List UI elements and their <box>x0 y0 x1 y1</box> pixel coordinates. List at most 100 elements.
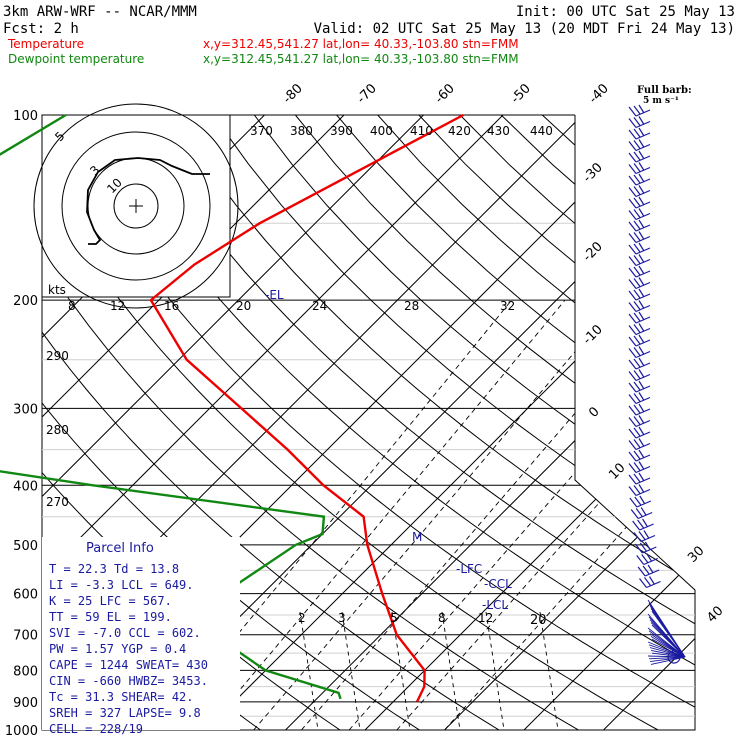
barb-flag <box>637 566 646 577</box>
theta-label: 440 <box>530 124 553 138</box>
barb-flag <box>638 472 645 482</box>
barb-flag <box>642 565 650 575</box>
barb-shaft <box>639 523 654 531</box>
barb-shaft <box>635 166 651 175</box>
barb-shaft <box>651 610 686 658</box>
barb-flag <box>633 278 641 287</box>
hodograph-ring <box>61 131 211 281</box>
parcel-row: LI = -3.3 LCL = 649. <box>49 578 194 592</box>
wind-barb <box>628 334 651 347</box>
barb-flag <box>633 140 641 149</box>
theta-label: 370 <box>250 124 273 138</box>
dry-adiabat <box>42 115 659 730</box>
dry-adiabat <box>212 115 695 730</box>
wind-barb <box>628 208 651 221</box>
barb-flag <box>628 428 637 439</box>
theta-label: 290 <box>46 349 69 363</box>
barb-shaft <box>635 419 651 428</box>
wind-barb <box>628 426 651 439</box>
barb-flag <box>628 336 637 347</box>
isotherm-label: -60 <box>432 81 458 107</box>
barb-flag <box>628 313 637 324</box>
hodograph-speed-label: 16 <box>164 299 179 313</box>
barb-flag <box>628 382 637 393</box>
barb-flag <box>633 347 641 356</box>
hodograph-ring <box>33 103 239 309</box>
isotherm <box>205 115 695 730</box>
wind-barb <box>628 461 651 474</box>
isotherm <box>42 115 504 730</box>
barb-flag <box>633 243 641 253</box>
barb-flag <box>628 440 637 450</box>
mixing-ratio-line <box>299 611 319 730</box>
moist-adiabat <box>396 299 695 730</box>
isotherm-label: 20 <box>530 613 547 628</box>
barb-shaft <box>635 201 651 209</box>
barb-shaft <box>635 178 651 186</box>
barb-shaft <box>635 373 651 382</box>
barb-flag <box>633 220 641 230</box>
barb-shaft <box>635 224 651 232</box>
theta-label: 380 <box>290 124 313 138</box>
barb-flag <box>638 208 645 217</box>
pressure-label: 300 <box>13 402 38 417</box>
isotherm <box>523 115 695 730</box>
barb-flag <box>628 348 637 358</box>
barb-flag <box>633 128 641 138</box>
pressure-label: 900 <box>13 696 38 711</box>
barb-shaft <box>635 143 651 152</box>
moist-adiabat <box>301 299 673 730</box>
mixing-ratio-label: 12 <box>478 611 493 625</box>
barb-shaft <box>635 235 651 244</box>
barb-flag <box>628 417 637 427</box>
pressure-label: 500 <box>13 539 38 554</box>
barb-shaft <box>635 454 651 462</box>
dry-adiabat <box>583 115 695 730</box>
barb-shaft <box>635 132 651 140</box>
barb-flag <box>646 553 653 562</box>
barb-flag <box>638 127 645 137</box>
parcel-row: Tc = 31.3 SHEAR= 42. <box>49 690 194 704</box>
theta-label: 410 <box>410 124 433 138</box>
barb-legend-title: Full barb: <box>637 85 692 96</box>
pressure-label: 700 <box>13 629 38 644</box>
barb-flag <box>633 427 641 437</box>
barb-shaft <box>635 362 651 370</box>
barb-flag <box>638 403 645 413</box>
wind-barb <box>628 277 651 290</box>
barb-flag <box>633 186 641 195</box>
wind-barb <box>628 369 651 382</box>
barb-flag <box>628 118 637 128</box>
barb-flag <box>638 173 645 183</box>
barb-shaft <box>635 212 651 221</box>
wind-barb <box>628 484 651 497</box>
barb-shaft <box>635 189 651 198</box>
ccl-marker: -CCL <box>484 577 512 591</box>
barb-shaft <box>635 350 651 359</box>
isotherm-label: -80 <box>280 81 306 107</box>
wind-barb <box>628 380 651 393</box>
barb-flag <box>628 279 637 289</box>
barb-flag <box>638 185 645 194</box>
barb-shaft <box>635 304 651 313</box>
hodograph-speed-label: 20 <box>236 299 251 313</box>
hodograph-speed-label: 32 <box>500 299 515 313</box>
dry-adiabat <box>295 115 695 730</box>
parcel-row: CAPE = 1244 SWEAT= 430 <box>49 658 208 672</box>
el-marker: -EL <box>265 288 284 302</box>
barb-shaft <box>635 488 651 497</box>
barb-flag <box>644 577 651 586</box>
isotherm <box>42 115 345 730</box>
barb-flag <box>638 139 645 148</box>
barb-flag <box>633 532 642 542</box>
barb-flag <box>628 198 637 209</box>
barb-flag <box>633 301 641 310</box>
barb-flag <box>633 105 641 115</box>
dry-adiabat <box>171 115 695 730</box>
barb-shaft <box>647 655 686 658</box>
isotherm-label: 0 <box>586 404 602 420</box>
wind-barb <box>628 139 651 152</box>
barb-flag <box>644 541 651 551</box>
dry-adiabat <box>459 115 695 730</box>
parcel-row: CIN = -660 HWBZ= 3453. <box>49 674 208 688</box>
